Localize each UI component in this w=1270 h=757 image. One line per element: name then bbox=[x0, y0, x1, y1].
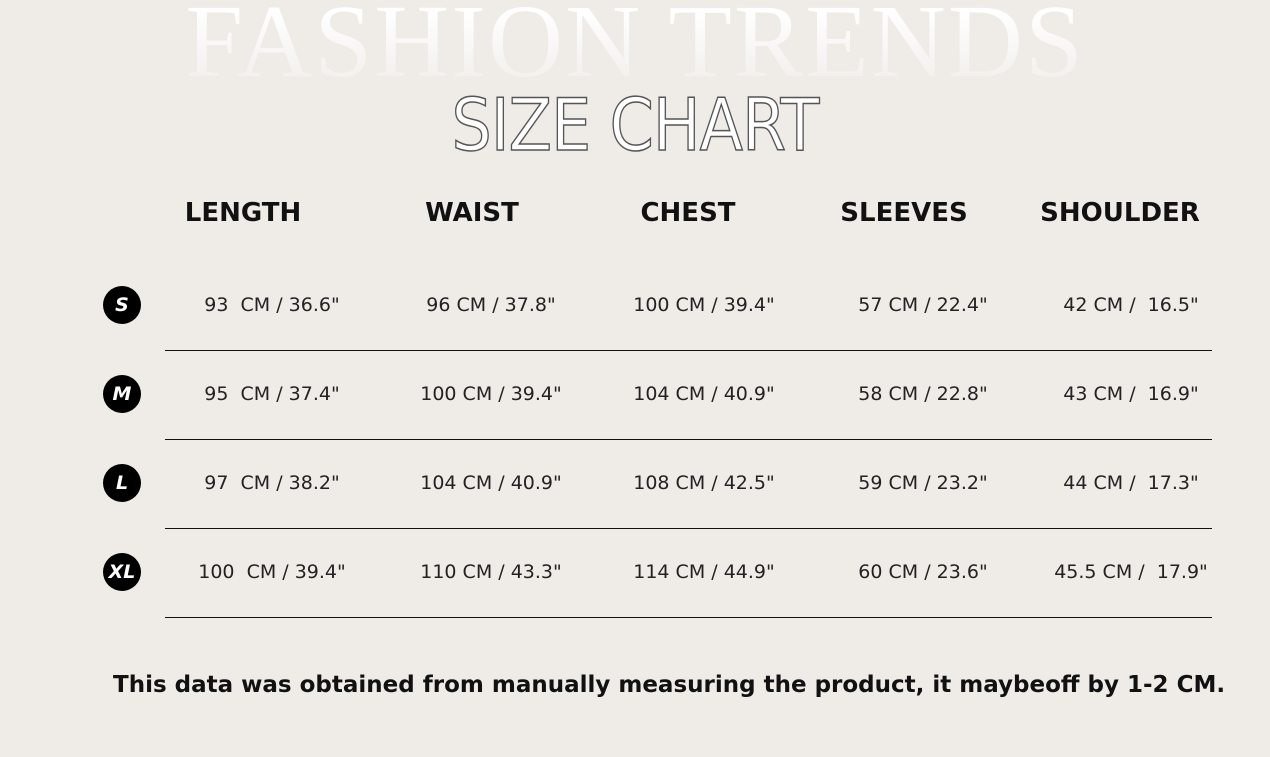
table-cell: 96 CM / 37.8" bbox=[426, 294, 556, 316]
size-badge-l: L bbox=[103, 464, 141, 502]
row-divider bbox=[165, 439, 1212, 440]
table-cell: 60 CM / 23.6" bbox=[858, 561, 988, 583]
size-badge-xl: XL bbox=[103, 553, 141, 591]
table-cell: 59 CM / 23.2" bbox=[858, 472, 988, 494]
row-divider bbox=[165, 617, 1212, 618]
table-cell: 97 CM / 38.2" bbox=[204, 472, 340, 494]
table-cell: 95 CM / 37.4" bbox=[204, 383, 340, 405]
column-header-shoulder: SHOULDER bbox=[1040, 198, 1200, 228]
row-divider bbox=[165, 350, 1212, 351]
table-cell: 100 CM / 39.4" bbox=[420, 383, 562, 405]
table-cell: 110 CM / 43.3" bbox=[420, 561, 562, 583]
table-cell: 58 CM / 22.8" bbox=[858, 383, 988, 405]
table-cell: 45.5 CM / 17.9" bbox=[1054, 561, 1208, 583]
column-header-waist: WAIST bbox=[425, 198, 519, 228]
table-cell: 42 CM / 16.5" bbox=[1063, 294, 1199, 316]
table-cell: 104 CM / 40.9" bbox=[420, 472, 562, 494]
column-header-length: LENGTH bbox=[184, 198, 302, 228]
background-watermark-title: FASHION TRENDS bbox=[0, 0, 1270, 94]
column-header-sleeves: SLEEVES bbox=[840, 198, 968, 228]
table-cell: 93 CM / 36.6" bbox=[204, 294, 340, 316]
table-cell: 43 CM / 16.9" bbox=[1063, 383, 1199, 405]
table-cell: 100 CM / 39.4" bbox=[198, 561, 346, 583]
size-badge-s: S bbox=[103, 286, 141, 324]
table-cell: 44 CM / 17.3" bbox=[1063, 472, 1199, 494]
page-title: SIZE CHART bbox=[451, 83, 820, 167]
table-cell: 108 CM / 42.5" bbox=[633, 472, 775, 494]
table-cell: 104 CM / 40.9" bbox=[633, 383, 775, 405]
table-cell: 57 CM / 22.4" bbox=[858, 294, 988, 316]
column-header-chest: CHEST bbox=[640, 198, 736, 228]
table-cell: 114 CM / 44.9" bbox=[633, 561, 775, 583]
table-cell: 100 CM / 39.4" bbox=[633, 294, 775, 316]
size-badge-m: M bbox=[103, 375, 141, 413]
row-divider bbox=[165, 528, 1212, 529]
measurement-note: This data was obtained from manually mea… bbox=[113, 672, 1226, 698]
